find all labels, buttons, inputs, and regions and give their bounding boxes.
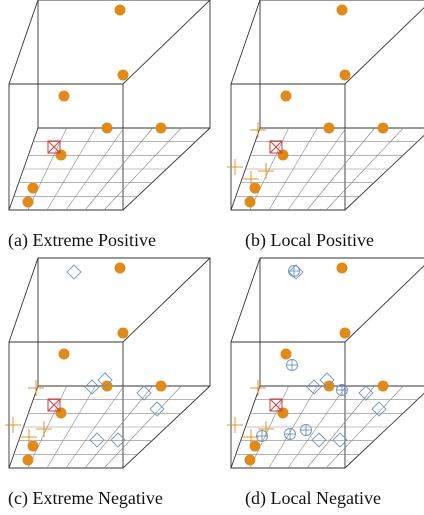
sample-point (101, 122, 113, 134)
positive-marker (21, 429, 37, 445)
sample-point (244, 454, 256, 466)
caption-d: (d) Local Negative (245, 488, 381, 508)
sample-point (336, 262, 348, 274)
positive-marker (258, 421, 274, 437)
panel-b (227, 0, 424, 211)
local-negative-marker (256, 430, 268, 442)
negative-marker (149, 401, 165, 417)
negative-marker (110, 432, 126, 448)
positive-marker (250, 380, 266, 396)
negative-marker (319, 372, 335, 388)
negative-marker (84, 379, 100, 395)
negative-marker (358, 385, 374, 401)
local-negative-marker (300, 424, 312, 436)
sample-point (249, 182, 261, 194)
sample-point (55, 407, 67, 419)
cube-edge (344, 7, 424, 85)
sample-point (323, 122, 335, 134)
sample-point (114, 4, 126, 16)
panel-c (5, 257, 211, 469)
negative-marker (311, 432, 327, 448)
negative-marker (371, 401, 387, 417)
negative-marker (89, 432, 105, 448)
anchor-marker (47, 398, 61, 412)
sample-point (27, 182, 39, 194)
cube-edge (122, 0, 211, 85)
sample-point (101, 380, 113, 392)
cube-back-face (259, 0, 424, 129)
sample-point (27, 440, 39, 452)
grid-line (103, 127, 182, 211)
sample-point (377, 122, 389, 134)
negative-marker (332, 432, 348, 448)
sample-point (377, 380, 389, 392)
local-negative-marker (288, 265, 300, 277)
floor-grid (235, 127, 418, 211)
caption-b: (b) Local Positive (245, 230, 374, 250)
positive-marker (36, 421, 52, 437)
sample-point (277, 149, 289, 161)
negative-marker (66, 264, 82, 280)
sample-point (339, 69, 351, 81)
grid-line (325, 127, 404, 211)
positive-marker (258, 163, 274, 179)
sample-point (117, 327, 129, 339)
cube-edge (230, 257, 261, 343)
cube-edge (8, 0, 39, 85)
sample-point (58, 348, 70, 360)
anchor-marker (269, 398, 283, 412)
positive-marker (227, 159, 243, 175)
panel-d (227, 257, 424, 469)
sample-point (249, 440, 261, 452)
cube-back-face (37, 257, 211, 387)
negative-marker (136, 385, 152, 401)
cube-back-face (37, 0, 211, 129)
sample-point (55, 149, 67, 161)
sample-point (117, 69, 129, 81)
sample-point (336, 4, 348, 16)
positive-marker (5, 417, 21, 433)
local-negative-marker (336, 384, 348, 396)
local-negative-marker (286, 359, 298, 371)
sample-point (155, 122, 167, 134)
anchor-marker (269, 140, 283, 154)
cube-front-face (230, 83, 346, 211)
cube-front-face (8, 341, 124, 469)
sample-point (323, 380, 335, 392)
cube-front-face (8, 83, 124, 211)
negative-marker (306, 379, 322, 395)
sample-point (114, 262, 126, 274)
panel-a (8, 0, 211, 211)
negative-marker (97, 372, 113, 388)
cube-edge (344, 265, 424, 343)
cube-edge (8, 257, 39, 343)
sample-point (280, 348, 292, 360)
cube-edge (122, 257, 211, 343)
positive-marker (227, 417, 243, 433)
local-negative-marker (284, 428, 296, 440)
sample-point (22, 196, 34, 208)
sample-point (280, 90, 292, 102)
grid-line (103, 385, 182, 469)
caption-a: (a) Extreme Positive (8, 230, 156, 250)
positive-marker (243, 171, 259, 187)
sample-point (277, 407, 289, 419)
sample-point (58, 90, 70, 102)
cube-back-face (259, 257, 424, 387)
floor-grid (13, 385, 196, 469)
floor-grid (235, 385, 418, 469)
sample-point (155, 380, 167, 392)
positive-marker (250, 122, 266, 138)
floor-grid (13, 127, 196, 211)
anchor-marker (47, 140, 61, 154)
sample-point (339, 327, 351, 339)
cube-edge (230, 0, 261, 85)
grid-line (325, 385, 404, 469)
caption-c: (c) Extreme Negative (8, 488, 163, 508)
negative-marker (288, 264, 304, 280)
positive-marker (28, 380, 44, 396)
sample-point (244, 196, 256, 208)
sample-point (22, 454, 34, 466)
